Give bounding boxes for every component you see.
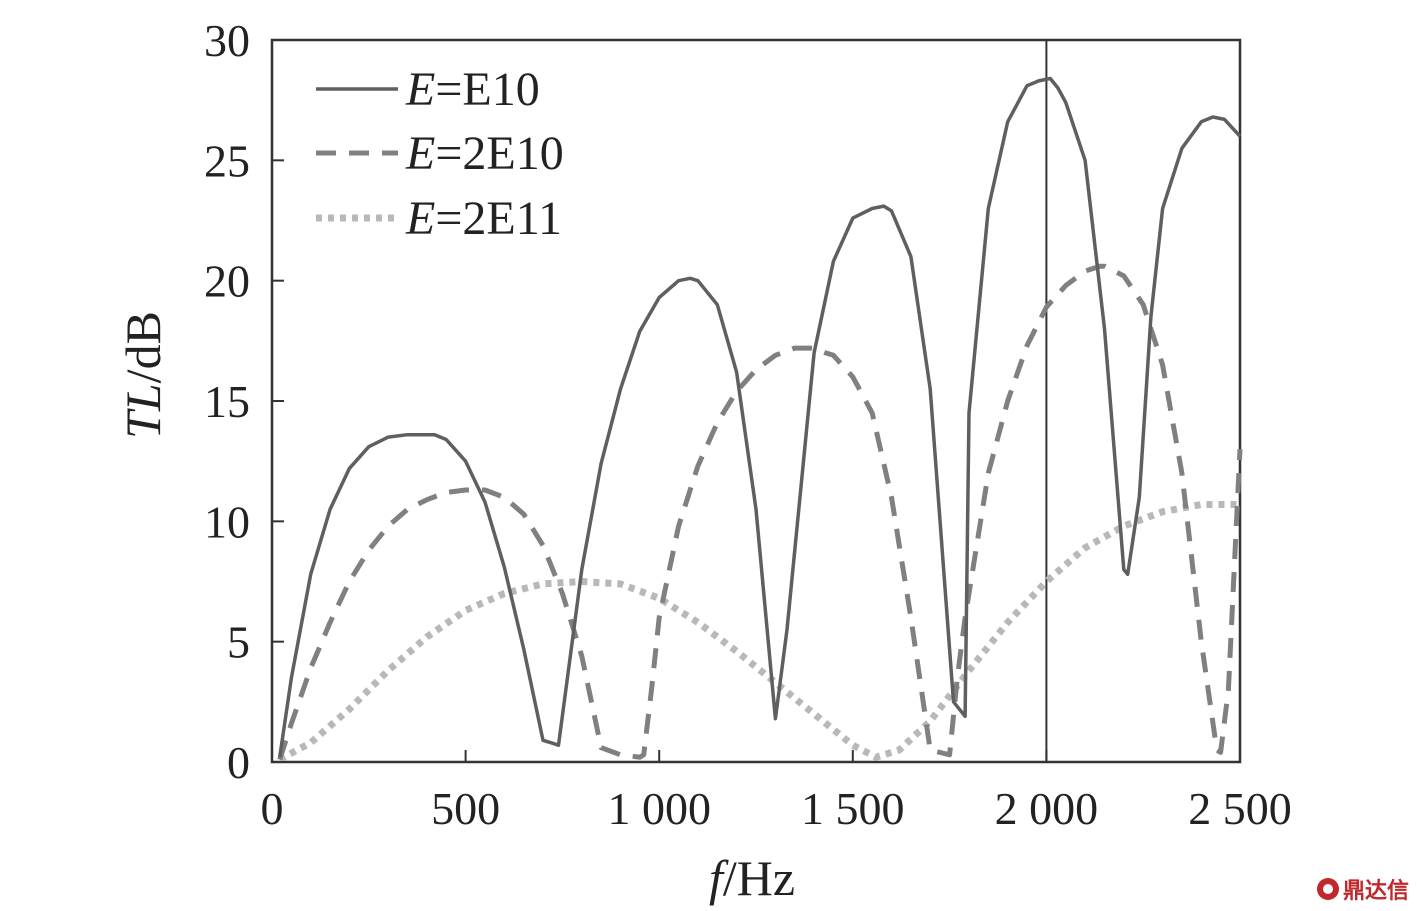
x-axis-title-rest: /Hz <box>723 850 795 906</box>
x-axis-title: f/Hz <box>709 850 795 906</box>
y-tick-label: 0 <box>227 737 250 788</box>
x-tick-label: 0 <box>261 783 284 834</box>
series-line-dotted <box>278 501 1240 763</box>
y-axis-title: TL/dB <box>115 311 171 439</box>
x-tick-label: 500 <box>431 783 500 834</box>
series-line-dashed <box>277 263 1243 761</box>
legend-label-italic: E <box>405 192 435 245</box>
legend-label-rest: =2E10 <box>435 127 563 180</box>
x-tick-label: 1 000 <box>607 783 711 834</box>
y-tick-label: 20 <box>204 256 250 307</box>
y-tick-label: 30 <box>204 15 250 66</box>
y-axis-title-italic: TL <box>115 383 171 439</box>
y-tick-label: 10 <box>204 496 250 547</box>
legend-label: E=2E10 <box>405 127 564 180</box>
legend-label-italic: E <box>405 127 435 180</box>
y-tick-label: 5 <box>227 617 250 668</box>
series-layer <box>277 76 1243 763</box>
series-line-solid <box>277 76 1242 758</box>
legend-label-rest: =2E11 <box>435 192 562 245</box>
legend-label-italic: E <box>405 63 435 116</box>
x-tick-label: 2 000 <box>995 783 1099 834</box>
watermark: 鼎达信 <box>1316 873 1409 905</box>
legend-label: E=2E11 <box>405 192 562 245</box>
watermark-logo-icon <box>1316 878 1339 900</box>
legend-label: E=E10 <box>405 63 540 116</box>
x-tick-label: 1 500 <box>801 783 905 834</box>
y-axis-title-rest: /dB <box>115 311 171 383</box>
x-axis: 0 500 1 000 1 500 2 000 2 500 <box>261 750 1292 834</box>
x-tick-label: 2 500 <box>1188 783 1292 834</box>
watermark-text: 鼎达信 <box>1342 879 1409 904</box>
y-tick-label: 25 <box>204 135 250 186</box>
y-tick-label: 15 <box>204 376 250 427</box>
y-axis: 0 5 10 15 20 25 30 <box>204 15 284 788</box>
legend-label-rest: =E10 <box>435 63 539 116</box>
